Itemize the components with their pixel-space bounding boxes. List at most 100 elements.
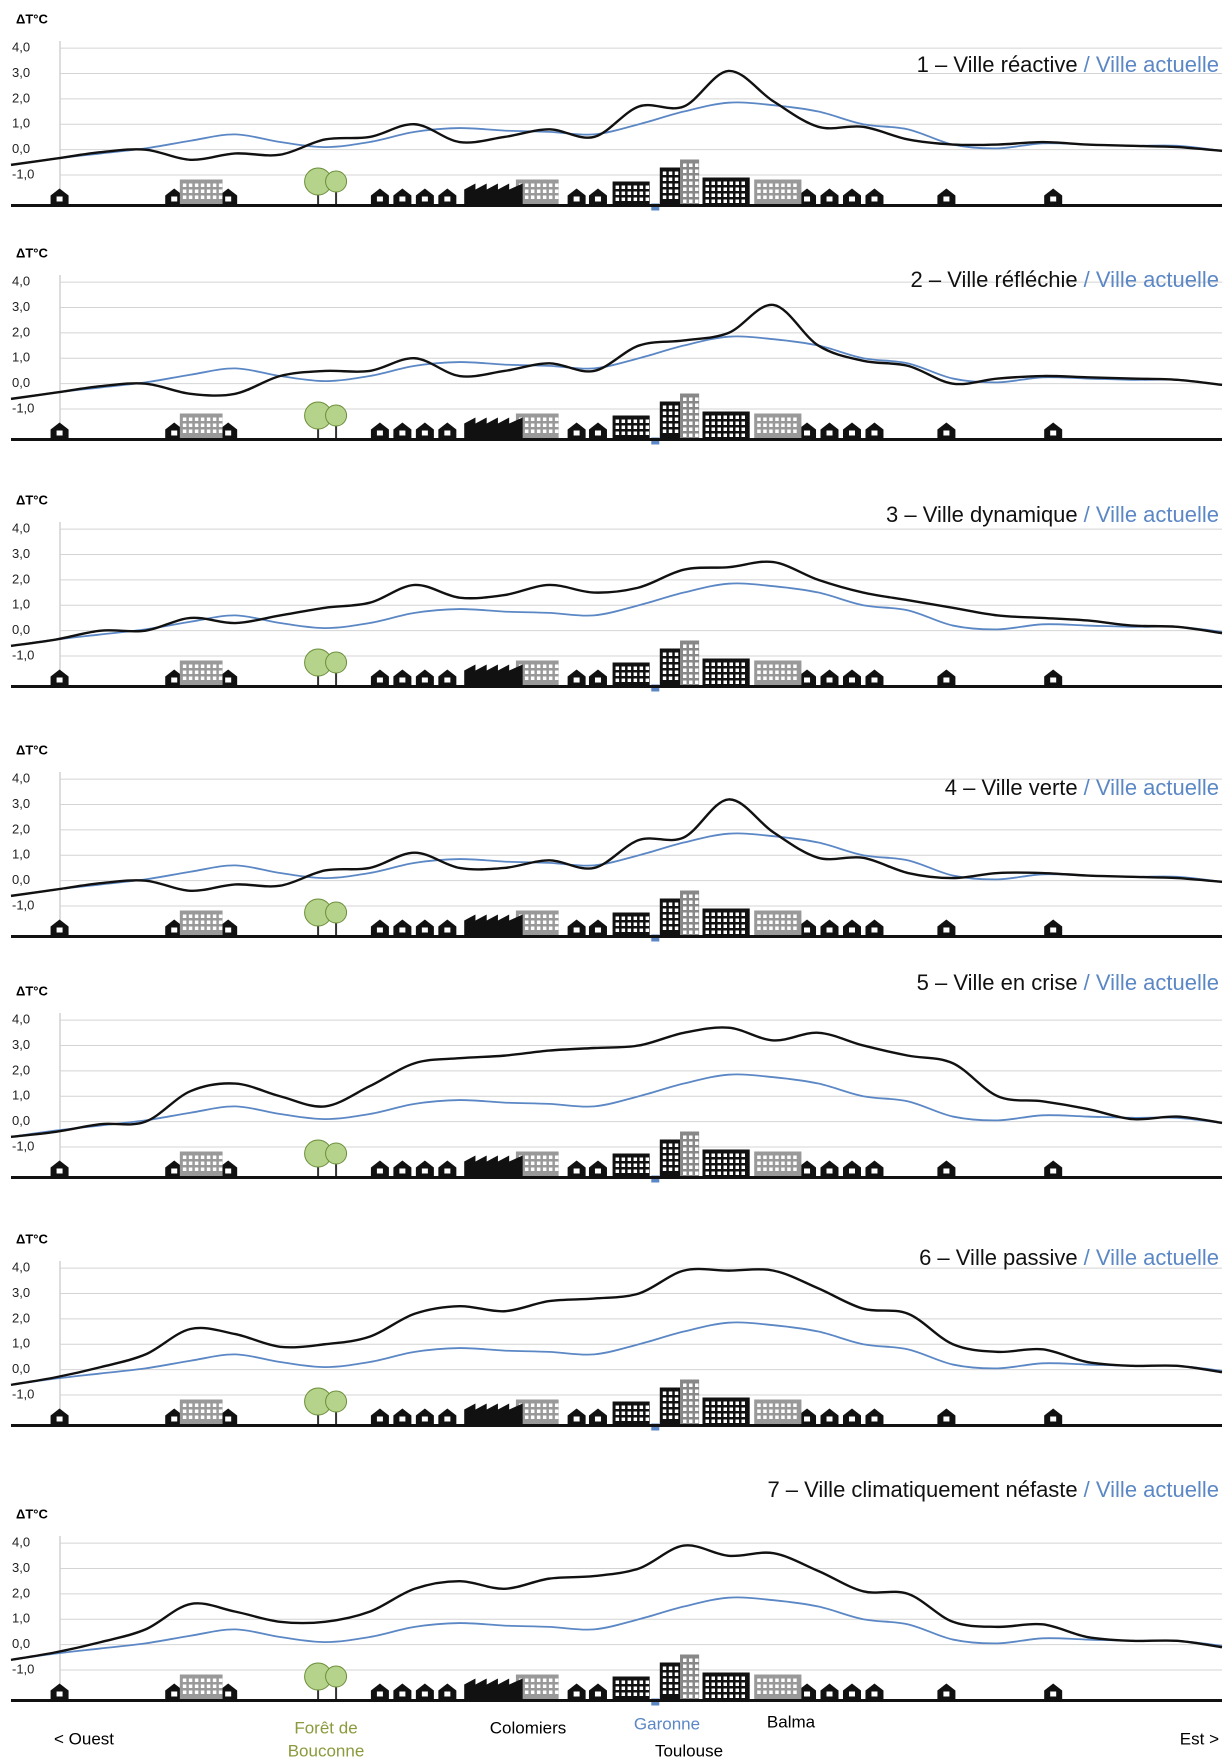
y-tick-label: 1,0	[12, 1088, 30, 1103]
window	[524, 1415, 529, 1419]
window	[200, 423, 205, 427]
window	[645, 916, 650, 920]
window	[735, 924, 739, 928]
window	[212, 429, 217, 433]
window	[717, 415, 721, 419]
window	[729, 1401, 733, 1405]
tree-crown	[325, 1390, 348, 1413]
window	[542, 183, 547, 187]
window	[729, 1171, 733, 1175]
window	[763, 914, 767, 918]
window	[787, 189, 791, 193]
window	[775, 670, 779, 674]
window	[689, 1165, 693, 1169]
window	[775, 183, 779, 187]
legend-entry: / Ville actuelle	[1084, 52, 1219, 77]
window	[621, 191, 626, 195]
window	[662, 908, 667, 912]
window	[542, 1684, 547, 1688]
window	[188, 1155, 193, 1159]
house-window	[399, 927, 406, 933]
window	[645, 185, 650, 189]
window	[781, 195, 785, 199]
window	[662, 417, 667, 421]
window	[662, 1397, 667, 1401]
window	[639, 1680, 644, 1684]
window	[787, 1403, 791, 1407]
window	[775, 926, 779, 930]
tree-crown	[325, 170, 348, 193]
y-tick-label: 3,0	[12, 796, 30, 811]
window	[548, 1415, 553, 1419]
window	[763, 676, 767, 680]
window	[200, 676, 205, 680]
window	[621, 1692, 626, 1696]
window	[206, 1690, 211, 1694]
window	[689, 403, 693, 407]
factory	[464, 914, 523, 937]
window	[689, 674, 693, 678]
window	[683, 1141, 687, 1145]
window	[775, 1690, 779, 1694]
data-line	[10, 582, 1223, 647]
window	[524, 1678, 529, 1682]
house-window	[421, 1416, 428, 1422]
window	[668, 1155, 673, 1159]
window	[689, 930, 693, 934]
window	[554, 1167, 559, 1171]
window	[548, 664, 553, 668]
window	[662, 177, 667, 181]
window	[763, 183, 767, 187]
house-window	[871, 430, 878, 436]
house-window	[573, 430, 580, 436]
window	[194, 423, 199, 427]
window	[763, 1415, 767, 1419]
window	[711, 662, 715, 666]
window	[218, 1684, 223, 1688]
window	[775, 189, 779, 193]
house-window	[421, 430, 428, 436]
window	[188, 914, 193, 918]
window	[621, 1169, 626, 1173]
window	[615, 928, 620, 932]
window	[763, 423, 767, 427]
y-tick-label: 1,0	[12, 1611, 30, 1626]
window	[188, 1403, 193, 1407]
window	[769, 189, 773, 193]
window	[633, 431, 638, 435]
house-window	[1050, 1416, 1057, 1422]
window	[683, 680, 687, 684]
window	[695, 906, 699, 910]
window	[194, 670, 199, 674]
chart-panel: ΔT°C -1,0 0,0 1,0 2,0 3,0 4,0 4 – Ville verte / …	[10, 742, 1223, 942]
window	[674, 183, 679, 187]
window	[793, 1167, 797, 1171]
window	[188, 1684, 193, 1688]
window	[757, 914, 761, 918]
window	[695, 1419, 699, 1423]
window	[212, 1690, 217, 1694]
window	[705, 924, 709, 928]
window	[683, 1395, 687, 1399]
window	[182, 195, 187, 199]
house-window	[421, 1168, 428, 1174]
window	[206, 1415, 211, 1419]
data-line	[10, 560, 1223, 648]
window	[793, 664, 797, 668]
window	[683, 403, 687, 407]
window	[717, 187, 721, 191]
window	[218, 189, 223, 193]
window	[717, 1688, 721, 1692]
window	[633, 916, 638, 920]
y-tick-label: 0,0	[12, 1113, 30, 1128]
window	[206, 1167, 211, 1171]
house-window	[399, 430, 406, 436]
window	[194, 1161, 199, 1165]
window	[212, 183, 217, 187]
window	[639, 1163, 644, 1167]
window	[674, 676, 679, 680]
window	[615, 666, 620, 670]
legend-entry: / Ville actuelle	[1084, 1245, 1219, 1270]
window	[735, 1694, 739, 1698]
window	[723, 433, 727, 437]
